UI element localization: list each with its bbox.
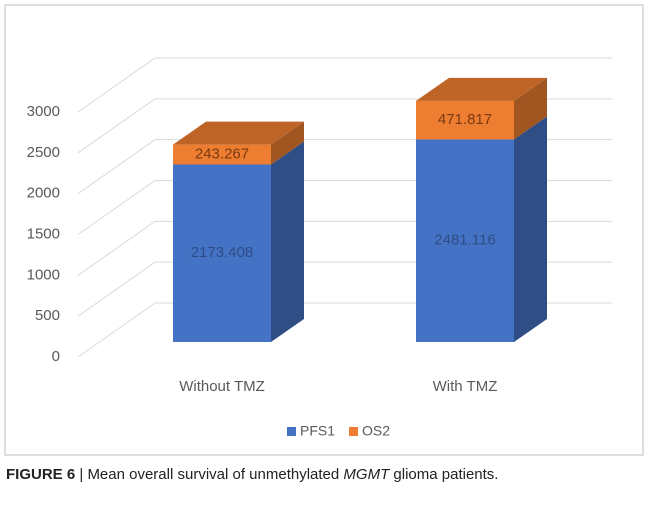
grid-line — [77, 57, 612, 113]
y-tick-label: 2500 — [27, 144, 60, 161]
bar-side — [271, 141, 304, 342]
legend-label: OS2 — [362, 423, 390, 439]
y-tick-label: 1000 — [27, 266, 60, 283]
y-tick-label: 0 — [52, 348, 60, 365]
bar-front — [173, 164, 271, 342]
data-label: 2173.408 — [191, 244, 254, 261]
x-tick-label: With TMZ — [433, 378, 498, 395]
legend-swatch — [287, 427, 296, 436]
y-tick-label: 500 — [35, 307, 60, 324]
y-tick-label: 2000 — [27, 185, 60, 202]
caption-italic: MGMT — [343, 466, 390, 483]
data-label: 243.267 — [195, 146, 249, 163]
caption-text: glioma patients. — [393, 466, 499, 483]
bar-front — [173, 144, 271, 165]
y-tick-label: 3000 — [27, 103, 60, 120]
legend-label: PFS1 — [300, 423, 335, 439]
chart-frame — [4, 4, 644, 456]
caption-separator: | — [79, 466, 84, 483]
caption-text: Mean overall survival of unmethylated — [87, 466, 340, 483]
bar-top — [416, 77, 547, 101]
caption-label: FIGURE 6 — [6, 466, 76, 483]
data-label: 2481.116 — [434, 232, 495, 249]
data-label: 471.817 — [438, 111, 492, 128]
y-tick-label: 1500 — [27, 225, 60, 242]
bar-side — [514, 116, 547, 343]
bar-top — [173, 121, 304, 145]
bar-front — [416, 139, 514, 342]
bar-front — [416, 100, 514, 140]
x-tick-label: Without TMZ — [179, 378, 265, 395]
legend-swatch — [349, 427, 359, 436]
chart: 0 500 1000 1500 2000 2500 3000 Without TMZ 2173.… — [4, 4, 644, 456]
bar-side — [514, 77, 547, 140]
caption: FIGURE 6 | Mean overall survival of unme… — [6, 466, 498, 483]
bar-side — [271, 121, 304, 165]
